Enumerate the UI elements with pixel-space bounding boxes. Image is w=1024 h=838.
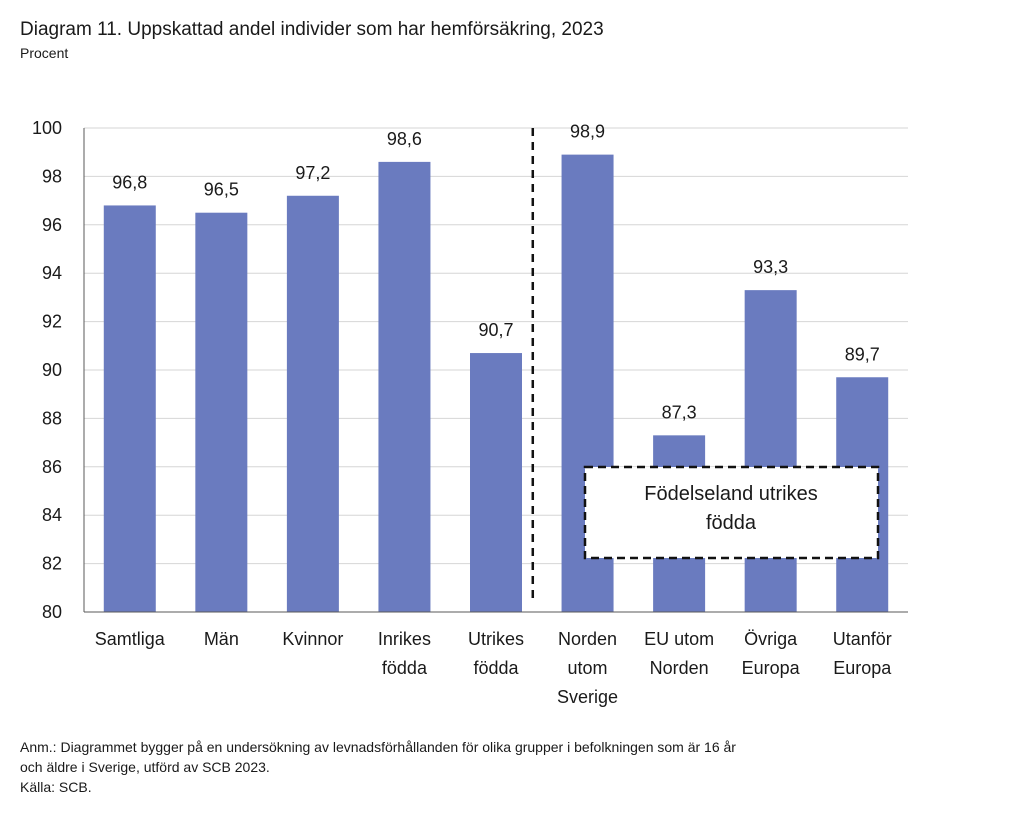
bar (286, 195, 339, 612)
y-tick-label: 90 (42, 360, 62, 380)
chart-title: Diagram 11. Uppskattad andel individer s… (20, 19, 604, 40)
y-tick-label: 86 (42, 457, 62, 477)
x-tick-label: Inrikes (378, 629, 431, 649)
x-tick-label: Övriga (744, 629, 798, 649)
x-tick-label: Män (204, 629, 239, 649)
annotation-box (583, 465, 880, 560)
x-tick-label: födda (382, 658, 428, 678)
x-tick-label: utom (568, 658, 608, 678)
chart-subtitle: Procent (20, 45, 69, 61)
annotation-text: födda (706, 512, 757, 534)
annotation-text: Födelseland utrikes (644, 483, 817, 505)
data-label: 89,7 (845, 344, 880, 364)
data-label: 96,5 (204, 180, 239, 200)
bar (103, 205, 156, 612)
x-tick-label: EU utom (644, 629, 714, 649)
y-tick-label: 96 (42, 215, 62, 235)
chart-notes: Anm.: Diagrammet bygger på en undersökni… (20, 737, 1010, 797)
y-tick-label: 100 (32, 118, 62, 138)
x-tick-label: Europa (833, 658, 892, 678)
y-tick-label: 88 (42, 408, 62, 428)
note-line-2: och äldre i Sverige, utförd av SCB 2023. (20, 759, 270, 775)
x-tick-label: Samtliga (95, 629, 166, 649)
x-tick-label: Utanför (833, 629, 892, 649)
y-tick-label: 82 (42, 554, 62, 574)
x-tick-label: födda (473, 658, 519, 678)
x-tick-label: Utrikes (468, 629, 524, 649)
data-label: 90,7 (478, 320, 513, 340)
x-tick-label: Norden (558, 629, 617, 649)
bar (744, 290, 797, 612)
x-tick-label: Norden (650, 658, 709, 678)
y-tick-label: 98 (42, 166, 62, 186)
bar-chart: 80 82 84 86 88 90 92 94 96 98 100 96,8 Samtliga 96,5 M… (32, 118, 908, 707)
data-label: 98,9 (570, 122, 605, 142)
x-tick-label: Sverige (557, 687, 618, 707)
x-tick-label: Kvinnor (282, 629, 343, 649)
data-label: 98,6 (387, 129, 422, 149)
bar (195, 212, 248, 612)
source-line: Källa: SCB. (20, 779, 92, 795)
bar (470, 353, 522, 612)
data-label: 93,3 (753, 257, 788, 277)
bar (378, 161, 431, 612)
data-label: 87,3 (662, 402, 697, 422)
y-tick-label: 84 (42, 505, 62, 525)
note-line-1: Anm.: Diagrammet bygger på en undersökni… (20, 739, 736, 755)
y-tick-label: 94 (42, 263, 62, 283)
data-label: 97,2 (295, 163, 330, 183)
y-tick-label: 80 (42, 602, 62, 622)
y-tick-label: 92 (42, 312, 62, 332)
data-label: 96,8 (112, 172, 147, 192)
x-tick-label: Europa (742, 658, 801, 678)
